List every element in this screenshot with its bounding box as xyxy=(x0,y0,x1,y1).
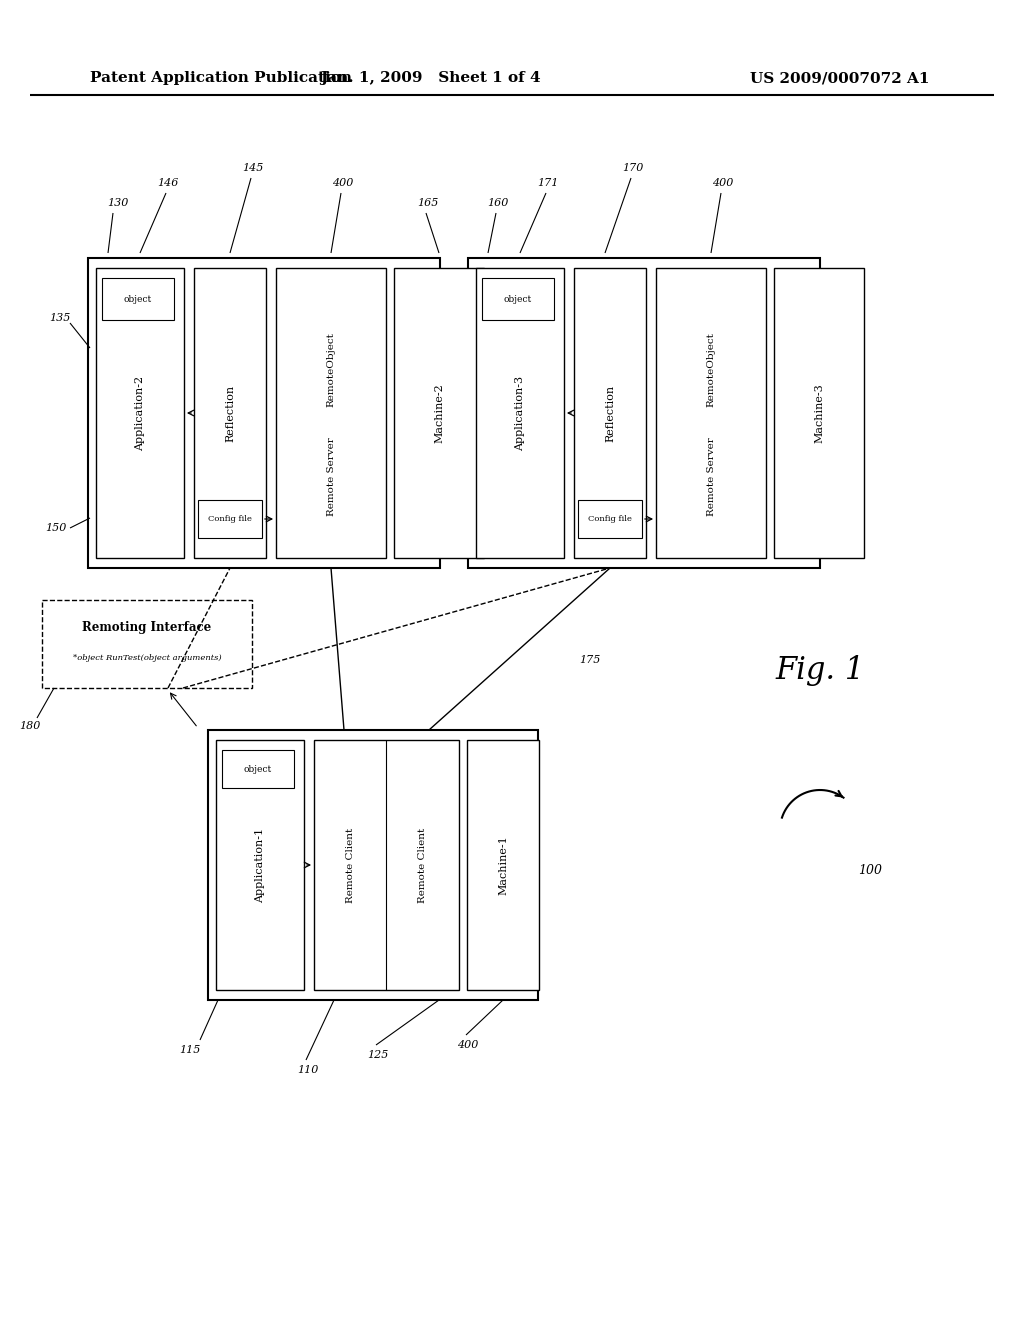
Bar xyxy=(88,257,440,568)
Bar xyxy=(574,268,646,558)
Bar xyxy=(198,500,262,539)
Text: Fig. 1: Fig. 1 xyxy=(775,655,864,685)
Text: object: object xyxy=(244,764,272,774)
Text: 165: 165 xyxy=(418,198,438,209)
Text: 146: 146 xyxy=(158,178,178,187)
Text: 175: 175 xyxy=(580,655,601,665)
Bar xyxy=(222,750,294,788)
Text: 125: 125 xyxy=(368,1049,389,1060)
Bar xyxy=(468,257,820,568)
Text: 160: 160 xyxy=(487,198,509,209)
Bar xyxy=(194,268,266,558)
Bar xyxy=(216,741,304,990)
Bar xyxy=(476,268,564,558)
Text: RemoteObject: RemoteObject xyxy=(327,333,336,407)
Bar xyxy=(96,268,184,558)
Text: Config file: Config file xyxy=(588,515,632,523)
Bar xyxy=(394,268,484,558)
Text: 400: 400 xyxy=(333,178,353,187)
Text: Remoting Interface: Remoting Interface xyxy=(82,622,212,635)
Bar xyxy=(314,741,459,990)
Text: Application-1: Application-1 xyxy=(255,828,265,903)
Text: Config file: Config file xyxy=(208,515,252,523)
Text: Remote Client: Remote Client xyxy=(346,828,354,903)
Bar xyxy=(578,500,642,539)
Text: 135: 135 xyxy=(49,313,71,323)
Text: 170: 170 xyxy=(623,162,644,173)
Bar xyxy=(774,268,864,558)
Text: Patent Application Publication: Patent Application Publication xyxy=(90,71,352,84)
Text: 180: 180 xyxy=(19,721,41,731)
Text: Remote Client: Remote Client xyxy=(418,828,427,903)
Text: Reflection: Reflection xyxy=(605,384,615,442)
Text: Application-2: Application-2 xyxy=(135,375,145,450)
Text: Reflection: Reflection xyxy=(225,384,234,442)
Text: 115: 115 xyxy=(179,1045,201,1055)
Bar xyxy=(276,268,386,558)
Text: 150: 150 xyxy=(45,523,67,533)
Text: Remote Server: Remote Server xyxy=(327,437,336,516)
Text: *object RunTest(object arguments): *object RunTest(object arguments) xyxy=(73,653,221,663)
Bar xyxy=(467,741,539,990)
Text: Machine-2: Machine-2 xyxy=(434,383,444,444)
Text: 400: 400 xyxy=(458,1040,478,1049)
Text: US 2009/0007072 A1: US 2009/0007072 A1 xyxy=(751,71,930,84)
Bar xyxy=(208,730,538,1001)
Text: 400: 400 xyxy=(713,178,733,187)
Text: Application-3: Application-3 xyxy=(515,375,525,450)
Text: Remote Server: Remote Server xyxy=(707,437,716,516)
Bar xyxy=(482,279,554,319)
Text: Jan. 1, 2009   Sheet 1 of 4: Jan. 1, 2009 Sheet 1 of 4 xyxy=(319,71,541,84)
Text: 110: 110 xyxy=(297,1065,318,1074)
Text: 100: 100 xyxy=(858,863,882,876)
Bar xyxy=(42,601,252,688)
Bar xyxy=(656,268,766,558)
Text: 145: 145 xyxy=(243,162,264,173)
Text: Machine-1: Machine-1 xyxy=(498,836,508,895)
Text: 171: 171 xyxy=(538,178,559,187)
Bar xyxy=(102,279,174,319)
Text: RemoteObject: RemoteObject xyxy=(707,333,716,407)
Text: Machine-3: Machine-3 xyxy=(814,383,824,444)
Text: object: object xyxy=(124,294,153,304)
Text: 130: 130 xyxy=(108,198,129,209)
Text: object: object xyxy=(504,294,532,304)
